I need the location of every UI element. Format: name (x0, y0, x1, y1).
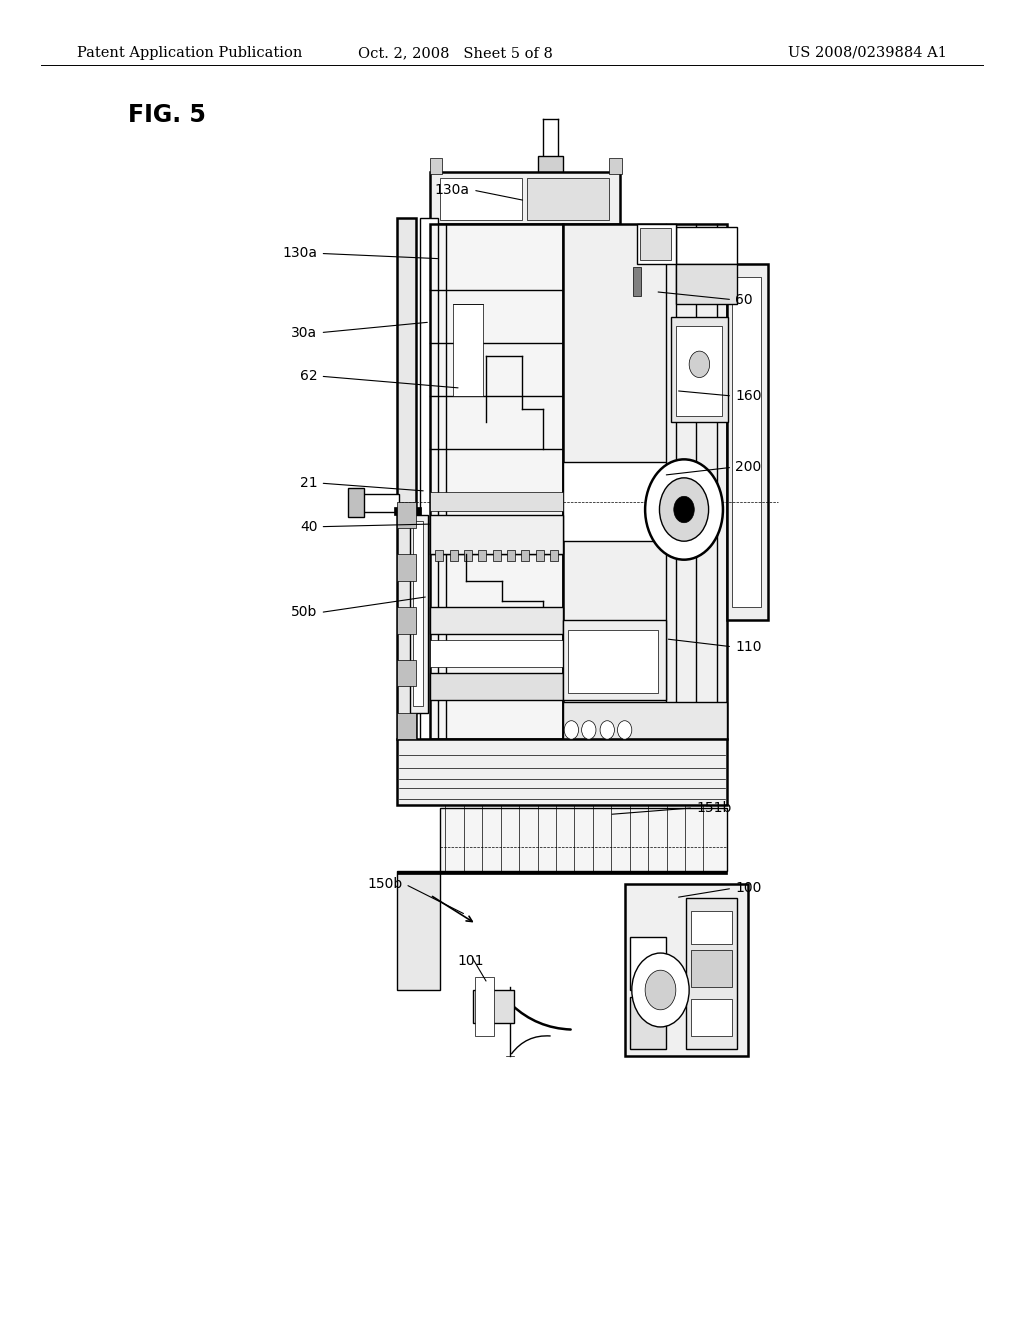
Bar (464, 550, 472, 561)
Bar (450, 550, 458, 561)
Text: 101: 101 (458, 954, 484, 968)
Bar (397, 607, 416, 634)
Bar (550, 550, 558, 561)
Bar (397, 218, 416, 739)
Text: 60: 60 (735, 293, 753, 306)
Bar (430, 673, 563, 700)
Bar (430, 492, 563, 511)
Bar (430, 607, 563, 634)
Bar (568, 630, 658, 693)
Bar (348, 488, 364, 517)
Bar (676, 264, 737, 304)
Bar (521, 550, 529, 561)
Text: 200: 200 (735, 461, 762, 474)
Circle shape (689, 351, 710, 378)
Text: 130a: 130a (434, 183, 469, 197)
Circle shape (600, 721, 614, 739)
Bar (630, 997, 666, 1049)
Bar (686, 898, 737, 1049)
Text: 151b: 151b (696, 801, 732, 814)
Bar (493, 550, 501, 561)
Circle shape (645, 459, 723, 560)
Text: 62: 62 (300, 370, 317, 383)
Circle shape (564, 721, 579, 739)
Bar (453, 304, 483, 396)
Bar (360, 494, 399, 512)
Text: 150b: 150b (368, 878, 402, 891)
Text: US 2008/0239884 A1: US 2008/0239884 A1 (788, 46, 947, 59)
Bar (671, 317, 728, 422)
Bar (402, 504, 413, 517)
Bar (473, 990, 514, 1023)
Text: 100: 100 (735, 882, 762, 895)
Circle shape (645, 970, 676, 1010)
Text: 130a: 130a (283, 247, 317, 260)
Bar (536, 550, 544, 561)
Text: Patent Application Publication: Patent Application Publication (77, 46, 302, 59)
Text: 21: 21 (300, 477, 317, 490)
Circle shape (617, 721, 632, 739)
Text: 30a: 30a (291, 326, 317, 339)
Bar (676, 227, 737, 264)
Bar (430, 640, 563, 667)
Text: 40: 40 (300, 520, 317, 533)
Bar (430, 172, 620, 224)
Bar (394, 507, 402, 515)
Bar (563, 702, 727, 739)
Bar (430, 515, 563, 554)
Text: Oct. 2, 2008   Sheet 5 of 8: Oct. 2, 2008 Sheet 5 of 8 (358, 46, 553, 59)
Bar (397, 739, 727, 805)
Bar (435, 550, 443, 561)
Bar (633, 267, 641, 296)
Circle shape (659, 478, 709, 541)
Bar (630, 937, 666, 990)
Text: 160: 160 (735, 389, 762, 403)
Bar (625, 884, 748, 1056)
Bar (420, 218, 438, 739)
Bar (640, 228, 671, 260)
Bar (609, 158, 622, 174)
Bar (478, 550, 486, 561)
Text: 110: 110 (735, 640, 762, 653)
Bar (397, 554, 416, 581)
Bar (563, 462, 666, 541)
Bar (413, 521, 423, 706)
Bar (507, 550, 515, 561)
Bar (538, 156, 563, 174)
Bar (637, 224, 676, 264)
Circle shape (582, 721, 596, 739)
Text: 50b: 50b (291, 606, 317, 619)
Bar (691, 950, 732, 987)
Bar (430, 158, 442, 174)
Bar (397, 871, 727, 874)
Bar (440, 178, 522, 220)
Bar (691, 911, 732, 944)
Bar (691, 999, 732, 1036)
Bar (397, 871, 440, 990)
Bar (430, 224, 563, 739)
Bar (563, 620, 666, 700)
Text: FIG. 5: FIG. 5 (128, 103, 206, 127)
Bar (527, 178, 609, 220)
Circle shape (632, 953, 689, 1027)
Bar (397, 713, 416, 739)
Bar (727, 264, 768, 620)
Bar (732, 277, 761, 607)
Bar (397, 502, 416, 528)
Bar (397, 660, 416, 686)
Bar (563, 224, 727, 739)
Circle shape (674, 496, 694, 523)
Bar (475, 977, 494, 1036)
Bar (413, 507, 421, 515)
Bar (410, 515, 428, 713)
Bar (440, 808, 727, 871)
Bar (676, 326, 722, 416)
